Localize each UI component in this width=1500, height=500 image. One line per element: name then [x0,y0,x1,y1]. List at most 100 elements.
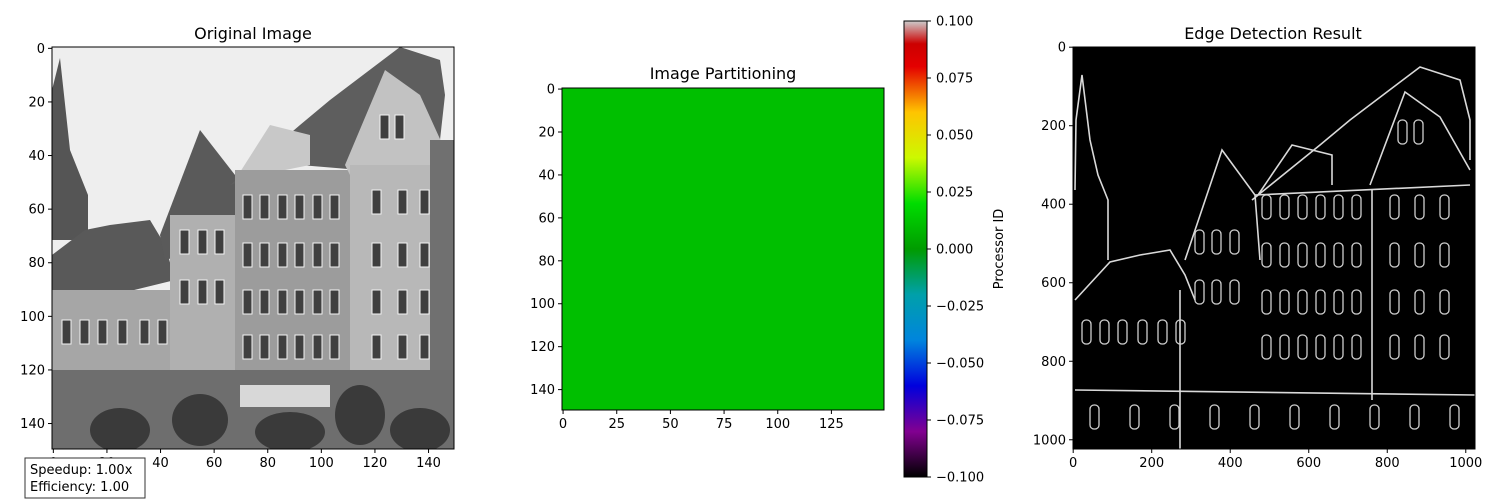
window [259,289,270,315]
window [97,319,108,345]
window [259,194,270,220]
original-image-title: Original Image [194,24,312,43]
edge-background [1073,47,1475,449]
window [242,194,253,220]
colorbar-tick-label: −0.050 [936,357,984,372]
window [379,114,390,140]
edge-detection-panel: Edge Detection Result 0 200 400 600 800 1000 … [1033,24,1482,471]
original-image-x-tick-label: 140 [416,456,441,471]
edge-window [1414,242,1425,268]
original-image-y-tick-label: 40 [28,149,45,164]
window [312,334,323,360]
partitioning-x-tick-label: 0 [559,417,567,432]
edge-window [1157,319,1168,345]
window [277,194,288,220]
edge-window [1449,404,1460,430]
original-image-x-tick-label: 40 [152,456,169,471]
awning [240,385,330,407]
edge-window [1194,279,1205,305]
edge-window [1389,194,1400,220]
edge-window [1333,289,1344,315]
colorbar-tick-label: 0.050 [936,129,973,144]
colorbar-tick-label: −0.025 [936,300,984,315]
window [294,194,305,220]
edge-window [1439,334,1450,360]
partitioning-x-axis: 0 25 50 75 100 125 [559,410,844,432]
edge-window [1209,404,1220,430]
window [179,279,190,305]
colorbar-tick-label: 0.075 [936,72,973,87]
original-image-panel: Original Image [20,24,455,471]
window [294,334,305,360]
edge-window [1261,289,1272,315]
window [294,289,305,315]
window [294,242,305,268]
edge-detection-x-tick-label: 800 [1375,456,1400,471]
edge-window [1414,334,1425,360]
colorbar-tick-label: 0.000 [936,243,973,258]
window [277,334,288,360]
window [329,194,340,220]
edge-window [1315,334,1326,360]
window [79,319,90,345]
edge-window [1351,194,1362,220]
edge-window [1351,242,1362,268]
window [214,229,225,255]
speedup-text: Speedup: 1.00x [30,463,133,478]
edge-outlines [1074,66,1475,449]
left-roof [52,220,175,310]
window [329,242,340,268]
partitioning-y-tick-label: 120 [530,340,555,355]
window [329,289,340,315]
edge-window [1229,279,1240,305]
window [197,279,208,305]
colorbar-tick-label: −0.100 [936,471,984,486]
window [312,242,323,268]
partitioning-x-tick-label: 100 [765,417,790,432]
window [329,334,340,360]
main-gable [235,125,310,180]
colorbar: 0.100 0.075 0.050 0.025 0.000 −0.025 −0.050 −0.… [903,15,1007,486]
edge-detection-y-tick-label: 200 [1041,119,1066,134]
original-image-y-tick-label: 140 [20,417,45,432]
partitioning-y-tick-label: 100 [530,297,555,312]
edge-detection-x-axis: 0 200 400 600 800 1000 [1069,449,1482,471]
edge-window [1333,194,1344,220]
edge-window [1279,334,1290,360]
window [259,334,270,360]
edge-window [1413,119,1424,145]
original-image-y-tick-label: 60 [28,203,45,218]
edge-window [1333,334,1344,360]
partitioning-title: Image Partitioning [650,64,797,83]
edge-detection-y-tick-label: 600 [1041,276,1066,291]
original-image-x-tick-label: 100 [309,456,334,471]
edge-window [1117,319,1128,345]
edge-window [1249,404,1260,430]
partitioning-y-tick-label: 60 [538,211,555,226]
partitioning-y-tick-label: 80 [538,254,555,269]
edge-window [1194,229,1205,255]
window [397,334,408,360]
edge-detection-x-tick-label: 600 [1296,456,1321,471]
edge-window [1351,289,1362,315]
edge-detection-x-tick-label: 200 [1139,456,1164,471]
window [397,289,408,315]
edge-window [1099,319,1110,345]
partitioning-y-tick-label: 40 [538,168,555,183]
edge-window [1389,334,1400,360]
edge-window [1297,289,1308,315]
right-edge-building [430,140,454,400]
edge-window [1315,289,1326,315]
window [371,334,382,360]
partitioning-x-tick-label: 25 [608,417,625,432]
original-image-picture [52,47,454,449]
edge-detection-x-tick-label: 400 [1218,456,1243,471]
edge-window [1137,319,1148,345]
colorbar-tick-label: −0.075 [936,414,984,429]
edge-window [1439,194,1450,220]
edge-window [1279,289,1290,315]
partitioning-frame [561,87,885,411]
window [117,319,128,345]
original-image-y-tick-label: 20 [28,95,45,110]
